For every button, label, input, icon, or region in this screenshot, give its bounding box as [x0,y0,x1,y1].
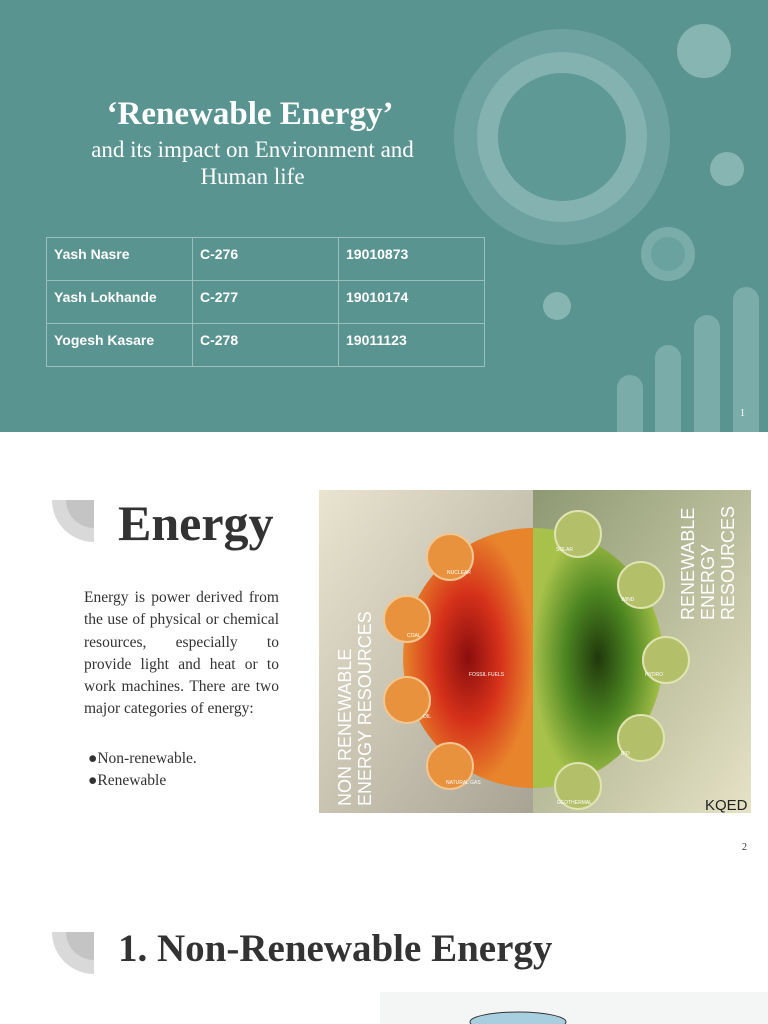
energy-image: NUCLEAR COAL OIL NATURAL GAS FOSSIL FUEL… [319,490,751,813]
image-label: RESOURCES [718,506,738,620]
image-label: OIL [423,714,431,720]
image-label: NATURAL GAS [446,780,481,786]
decor [454,24,759,432]
cell: 19010873 [338,237,485,281]
cell: 19010174 [338,280,485,324]
subtitle: and its impact on Environment and Human … [91,137,414,189]
cell: Yogesh Kasare [46,323,193,367]
title: ‘Renewable Energy’ [106,96,394,132]
image-label: GEOTHERMAL [557,800,592,806]
image-label: ENERGY RESOURCES [355,611,375,806]
bullet: ●Renewable [88,772,167,789]
cell: Yash Nasre [46,237,193,281]
brand: KQED [705,797,748,813]
image-label: WIND [621,597,635,603]
cell: C-278 [192,323,339,367]
page-number: 2 [742,842,747,853]
image-label: COAL [407,633,421,639]
decor [380,992,768,1024]
slide-1: ‘Renewable Energy’ and its impact on Env… [0,0,768,432]
image-label: RENEWABLE [678,508,698,620]
image-label: SOLAR [556,547,573,553]
bullet: ●Non-renewable. [88,750,197,767]
page-number: 1 [740,408,745,419]
image-label: FOSSIL FUELS [469,672,505,678]
image-label: NON RENEWABLE [335,649,355,806]
cell: Yash Lokhande [46,280,193,324]
image-label: NUCLEAR [447,570,471,576]
image-label: BIO [621,751,630,757]
image-label: ENERGY [698,544,718,620]
member-table: Yash Nasre C-276 19010873 Yash Lokhande C-2… [46,237,485,367]
cell: C-276 [192,237,339,281]
cell: C-277 [192,280,339,324]
image-label: HYDRO [645,672,663,678]
slide-3: 1. Non-Renewable Energy [0,880,768,1024]
title: Energy [118,495,274,551]
body: Energy is power derived from the use of … [84,589,279,718]
title: 1. Non-Renewable Energy [118,927,553,970]
icon [52,932,94,974]
cell: 19011123 [338,323,485,367]
slide-2: Energy Energy is power derived from the … [0,432,768,872]
icon [52,500,94,542]
